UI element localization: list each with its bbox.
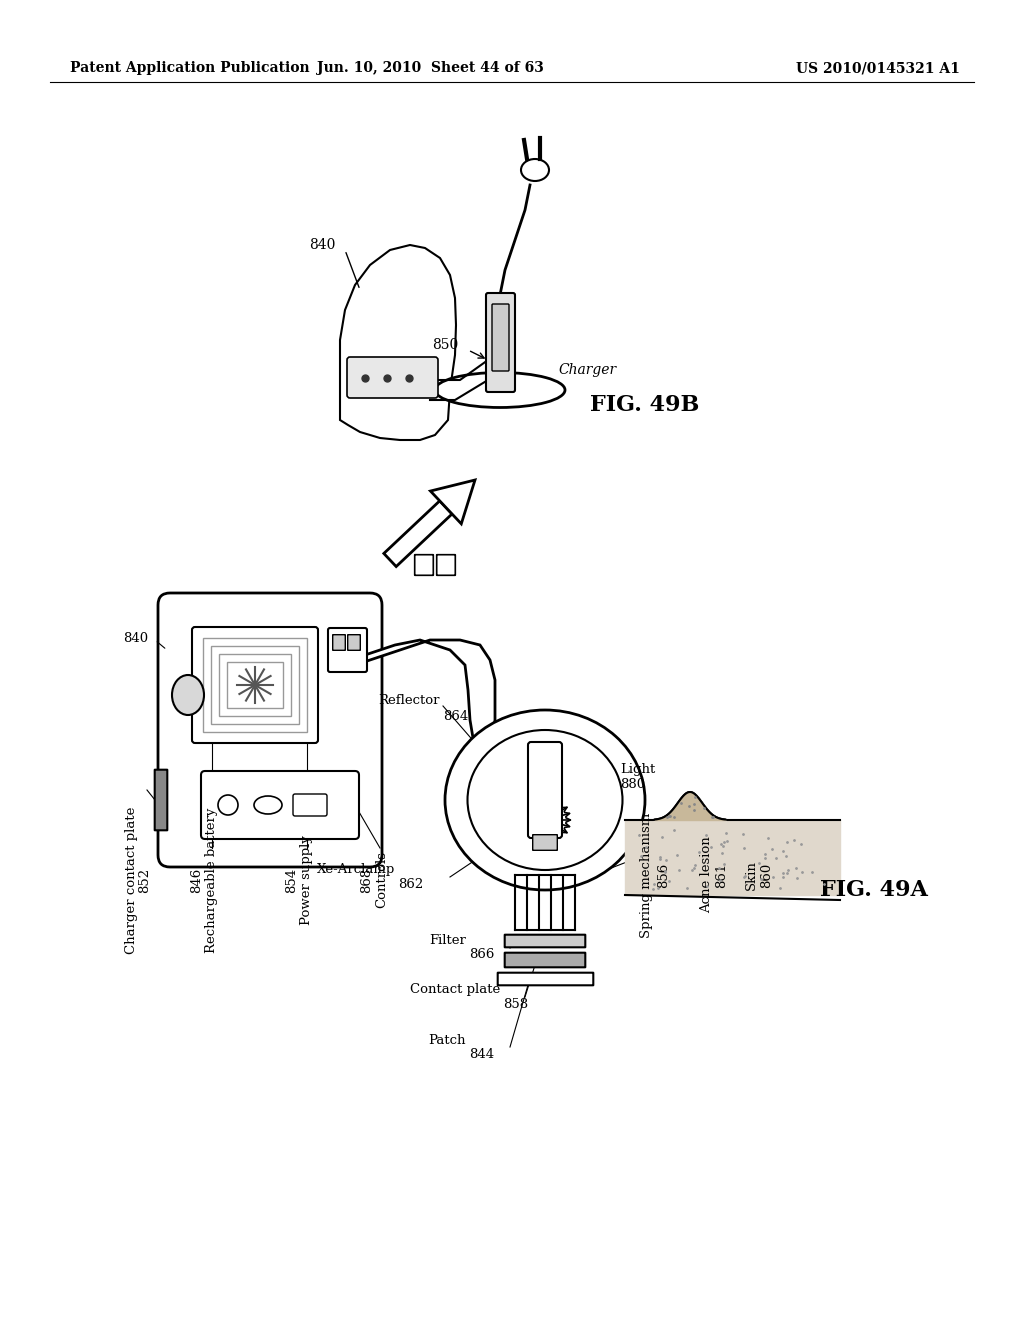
Text: Power supply: Power supply bbox=[300, 836, 313, 925]
Text: 840: 840 bbox=[308, 238, 335, 252]
Text: 868: 868 bbox=[360, 867, 373, 892]
Text: Charger contact plate: Charger contact plate bbox=[125, 807, 138, 953]
FancyBboxPatch shape bbox=[193, 627, 318, 743]
Text: 854: 854 bbox=[285, 867, 298, 892]
Text: Patent Application Publication: Patent Application Publication bbox=[70, 61, 309, 75]
FancyBboxPatch shape bbox=[532, 834, 557, 850]
Text: 852: 852 bbox=[138, 867, 151, 892]
Polygon shape bbox=[430, 480, 475, 524]
Text: 844: 844 bbox=[469, 1048, 495, 1061]
Text: 840: 840 bbox=[123, 631, 148, 644]
Text: Contact plate: Contact plate bbox=[410, 983, 500, 997]
FancyBboxPatch shape bbox=[528, 742, 562, 838]
FancyBboxPatch shape bbox=[201, 771, 359, 840]
Polygon shape bbox=[355, 640, 495, 870]
Text: FIG. 49B: FIG. 49B bbox=[590, 393, 699, 416]
Text: 880: 880 bbox=[620, 779, 645, 792]
Text: 866: 866 bbox=[469, 949, 495, 961]
Text: 858: 858 bbox=[503, 998, 528, 1011]
Text: 856: 856 bbox=[657, 862, 670, 887]
Text: FIG. 49A: FIG. 49A bbox=[820, 879, 928, 902]
FancyBboxPatch shape bbox=[293, 795, 327, 816]
Circle shape bbox=[218, 795, 238, 814]
FancyBboxPatch shape bbox=[155, 770, 167, 830]
FancyBboxPatch shape bbox=[328, 628, 367, 672]
Text: 850: 850 bbox=[432, 338, 458, 352]
Text: Charger: Charger bbox=[558, 363, 616, 378]
Text: 860: 860 bbox=[760, 862, 773, 887]
Text: Spring mechanism: Spring mechanism bbox=[640, 812, 653, 937]
Text: Jun. 10, 2010  Sheet 44 of 63: Jun. 10, 2010 Sheet 44 of 63 bbox=[316, 61, 544, 75]
Ellipse shape bbox=[172, 675, 204, 715]
Text: US 2010/0145321 A1: US 2010/0145321 A1 bbox=[796, 61, 961, 75]
Polygon shape bbox=[384, 500, 452, 566]
FancyBboxPatch shape bbox=[436, 554, 456, 576]
Text: 862: 862 bbox=[398, 878, 423, 891]
FancyBboxPatch shape bbox=[415, 554, 433, 576]
Text: Xe-Arclamp: Xe-Arclamp bbox=[316, 863, 395, 876]
Text: Patch: Patch bbox=[428, 1034, 466, 1047]
FancyBboxPatch shape bbox=[347, 356, 438, 399]
Polygon shape bbox=[340, 246, 456, 440]
Text: Filter: Filter bbox=[429, 933, 466, 946]
Text: Skin: Skin bbox=[745, 861, 758, 890]
Text: Light: Light bbox=[620, 763, 655, 776]
Ellipse shape bbox=[254, 796, 282, 814]
Text: Reflector: Reflector bbox=[379, 693, 440, 706]
Text: 861: 861 bbox=[715, 862, 728, 887]
Text: Acne lesion: Acne lesion bbox=[700, 837, 713, 913]
FancyBboxPatch shape bbox=[498, 973, 593, 985]
Ellipse shape bbox=[521, 158, 549, 181]
FancyBboxPatch shape bbox=[158, 593, 382, 867]
Ellipse shape bbox=[445, 710, 645, 890]
Text: Controls: Controls bbox=[375, 851, 388, 908]
FancyBboxPatch shape bbox=[505, 935, 586, 948]
FancyBboxPatch shape bbox=[486, 293, 515, 392]
Text: 846: 846 bbox=[190, 867, 203, 892]
FancyBboxPatch shape bbox=[505, 953, 586, 968]
FancyBboxPatch shape bbox=[333, 635, 345, 651]
Text: Rechargeable battery: Rechargeable battery bbox=[205, 808, 218, 953]
FancyBboxPatch shape bbox=[492, 304, 509, 371]
FancyBboxPatch shape bbox=[348, 635, 360, 651]
Text: 864: 864 bbox=[443, 710, 468, 722]
Ellipse shape bbox=[435, 372, 565, 408]
